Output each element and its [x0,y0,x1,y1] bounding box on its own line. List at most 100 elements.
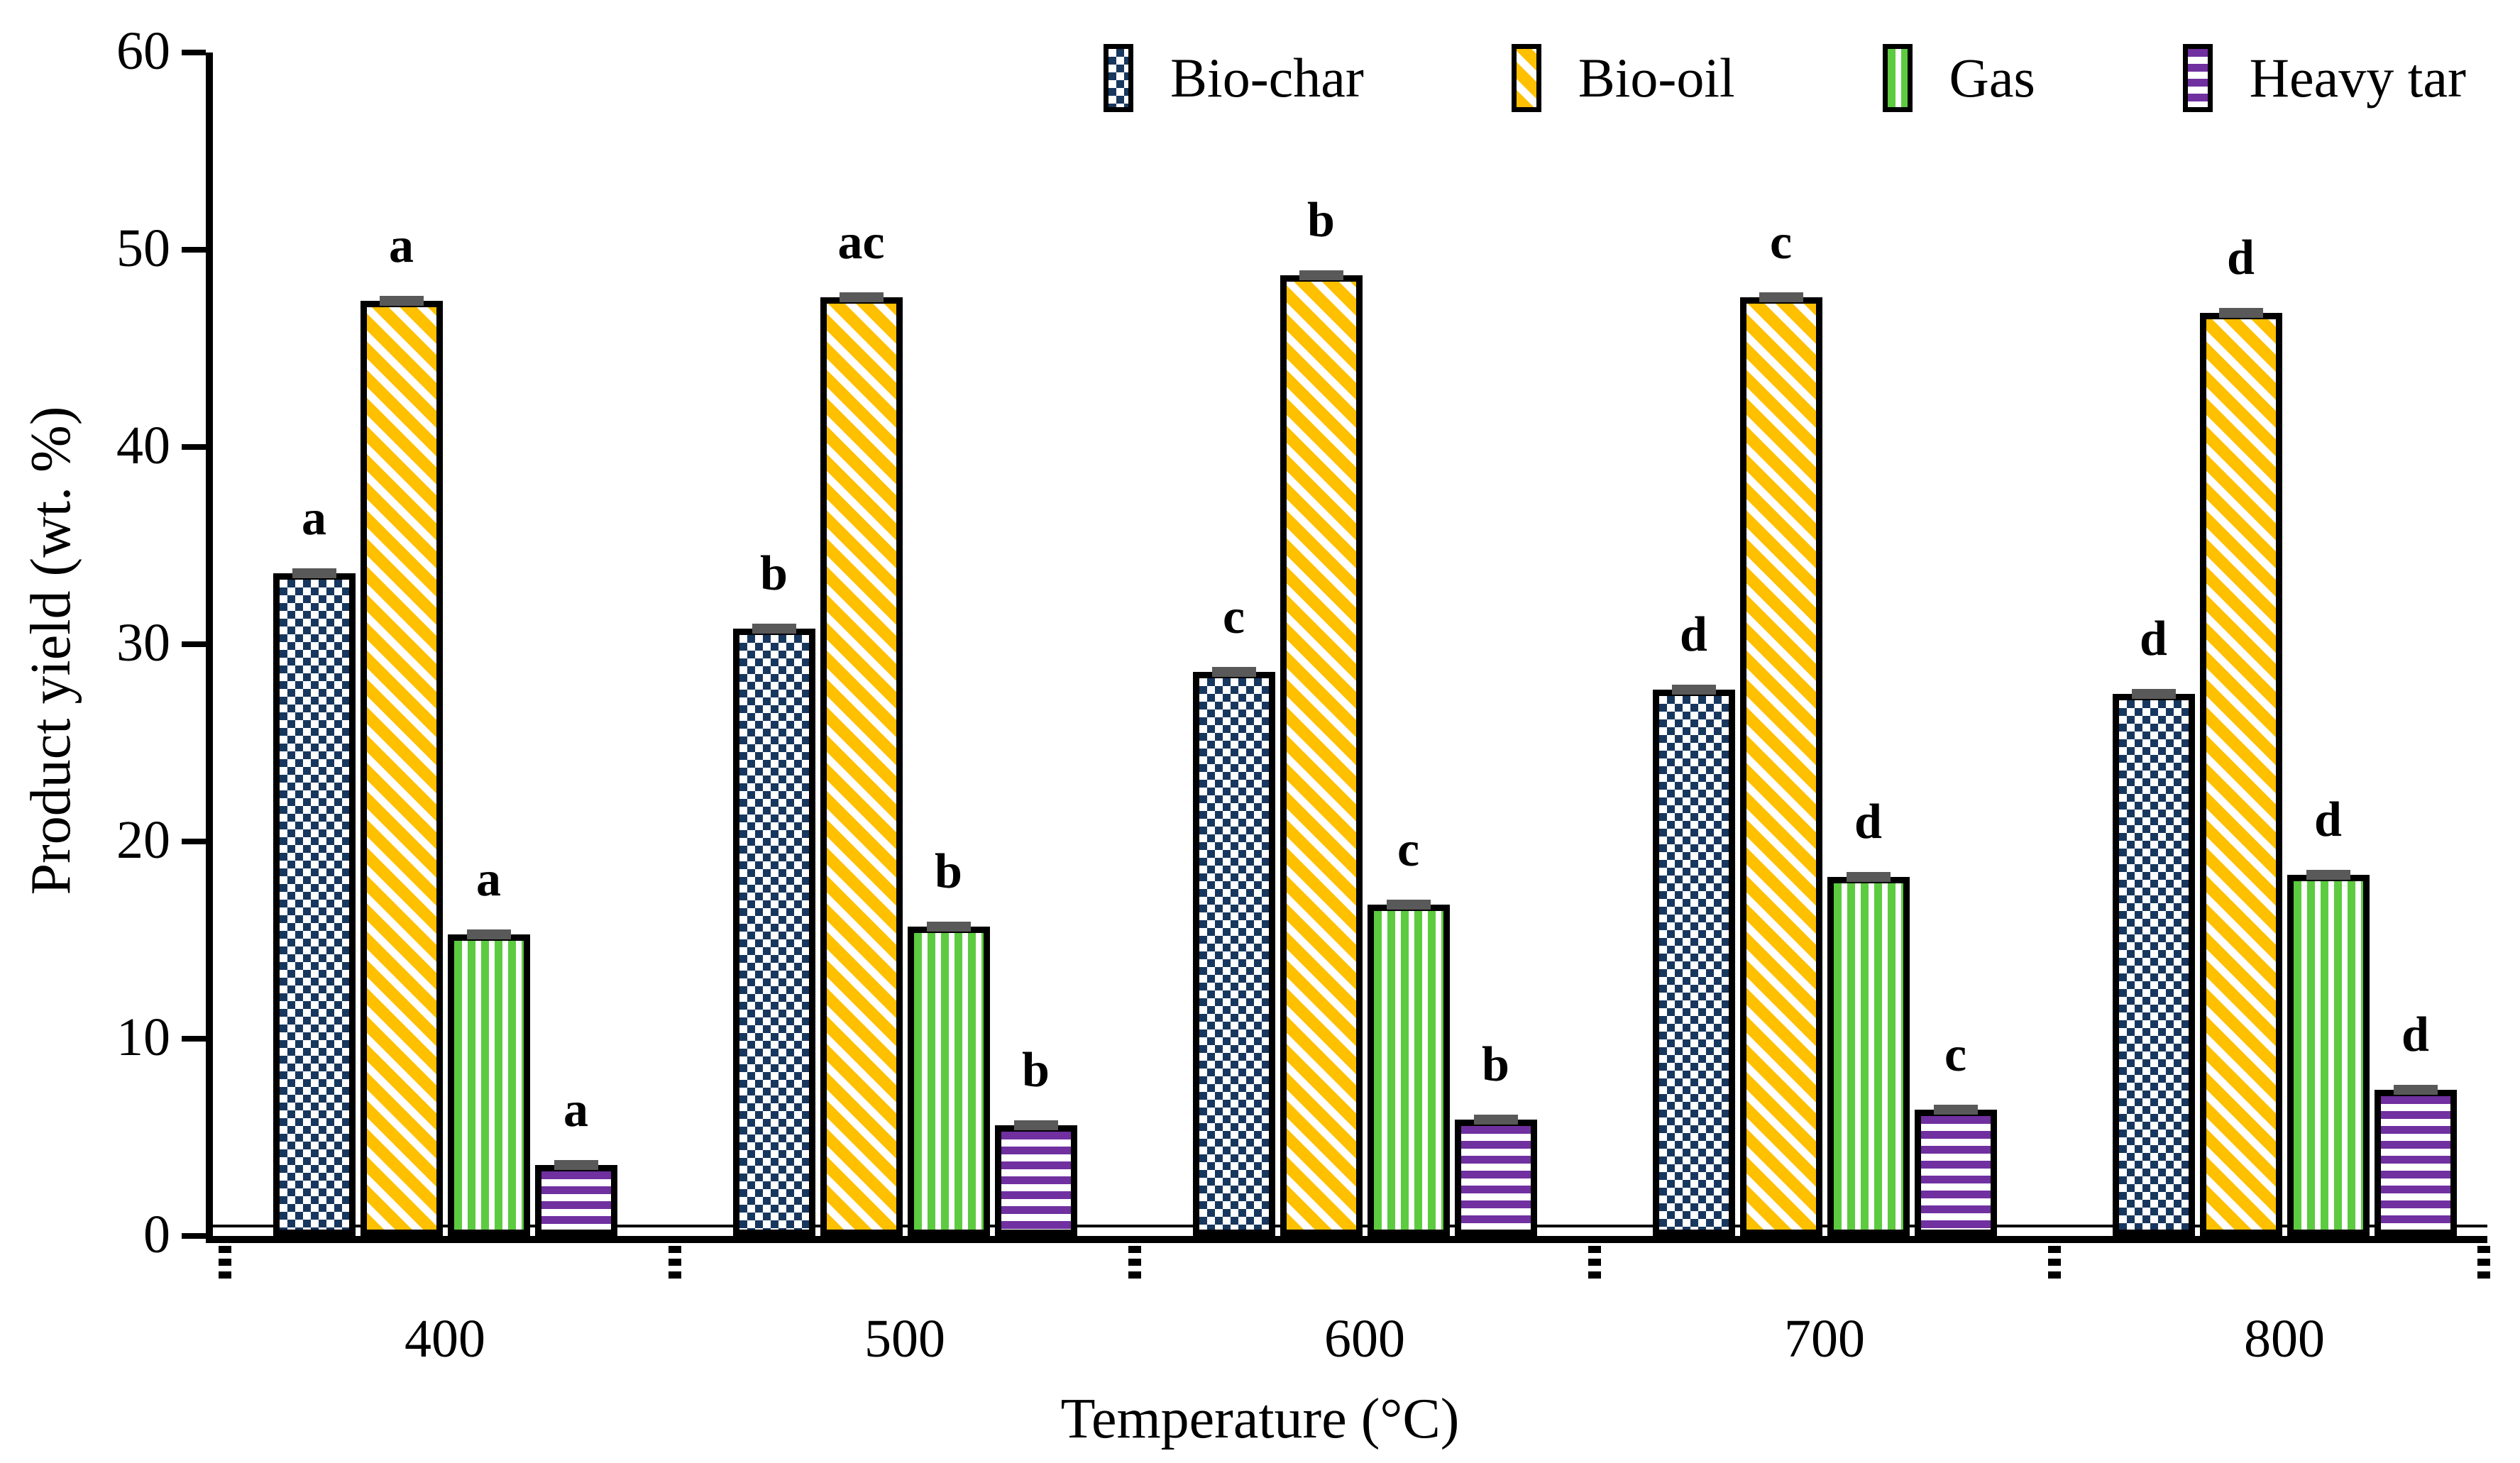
error-bar-cap [1473,1114,1518,1125]
bar-bio-oil-500 [820,297,903,1236]
significance-label: a [476,851,501,907]
y-axis-tick [182,50,206,55]
bar-gas-400 [447,934,530,1236]
axis-break-mark [1588,1259,1601,1266]
error-bar-cap [1013,1120,1058,1131]
y-axis-tick-label: 0 [143,1205,170,1264]
axis-break-mark [1128,1271,1141,1279]
x-axis-tick-label: 500 [864,1309,945,1369]
plot-area: 0 10 20 30 40 50 60 400 a a a a 500 b ac b b 600 c b c b 700 d c… [116,24,2490,1366]
x-axis-tick-label: 800 [2244,1309,2325,1369]
bar-heavy-tar-800 [2374,1090,2457,1236]
error-bar-cap [1671,684,1716,695]
y-axis-tick [182,839,206,844]
legend-item-heavy-tar: Heavy tar [2182,44,2466,112]
x-axis-baseline [206,1236,2487,1243]
error-bar-cap [839,292,884,302]
y-axis-tick [182,641,206,647]
bar-gas-700 [1827,877,1910,1236]
axis-break-mark [2477,1271,2490,1279]
y-axis-title: Product yield (wt. %) [20,406,82,895]
error-bar-cap [554,1159,598,1170]
bar-bio-oil-600 [1280,275,1363,1236]
significance-label: a [389,219,414,274]
error-bar-cap [1933,1105,1978,1115]
y-axis-line [206,53,213,1243]
bar-bio-oil-400 [360,301,443,1236]
error-bar-cap [926,921,971,932]
axis-break-mark [1588,1246,1601,1253]
axis-break-mark [1128,1246,1141,1253]
bar-bio-char-600 [1192,671,1275,1236]
bar-gas-600 [1367,904,1450,1236]
error-bar-cap [1759,292,1803,302]
error-bar-cap [1846,872,1891,883]
legend-swatch-icon [1511,44,1541,112]
y-axis-tick [182,1233,206,1239]
significance-label: a [563,1082,588,1137]
y-axis-tick [182,444,206,450]
significance-label: d [2140,611,2167,666]
axis-break-mark [219,1246,231,1253]
error-bar-cap [1386,899,1431,910]
axis-break-mark [668,1271,681,1279]
error-bar-cap [292,568,336,578]
error-bar-cap [466,929,511,939]
axis-break-mark [2477,1259,2490,1266]
legend-item-gas: Gas [1882,44,2035,112]
error-bar-cap [752,623,796,634]
significance-label: c [1769,214,1793,270]
axis-break-mark [1588,1271,1601,1279]
legend-swatch-icon [1882,44,1913,112]
significance-label: b [1022,1043,1050,1098]
y-axis-tick-label: 40 [116,416,170,475]
axis-break-mark [2048,1271,2061,1279]
bar-bio-oil-800 [2199,312,2282,1236]
significance-label: b [935,844,962,899]
legend-label: Bio-char [1170,47,1364,109]
bar-bio-char-500 [732,628,815,1236]
bar-gas-800 [2287,875,2370,1236]
significance-label: b [760,546,788,601]
bar-heavy-tar-700 [1914,1110,1997,1236]
x-axis-tick-label: 700 [1784,1309,1865,1369]
x-axis-tick-label: 400 [405,1309,485,1369]
bar-bio-char-700 [1652,689,1735,1236]
legend-swatch-icon [1104,44,1133,112]
significance-label: c [1397,822,1420,877]
bar-bio-char-800 [2112,693,2195,1236]
significance-label: d [1680,607,1707,662]
axis-break-mark [668,1246,681,1253]
axis-break-mark [219,1271,231,1279]
bar-heavy-tar-600 [1454,1119,1537,1236]
bar-bio-char-400 [273,573,356,1236]
legend-swatch-icon [2182,44,2213,112]
significance-label: d [1854,795,1882,850]
y-axis-tick [182,247,206,253]
error-bar-cap [1211,666,1256,677]
error-bar-cap [2131,688,2176,699]
significance-label: d [2401,1007,2429,1063]
significance-label: d [2314,793,2342,848]
significance-label: ac [837,214,885,270]
y-axis-tick-label: 20 [116,810,170,870]
legend-item-bio-char: Bio-char [1104,44,1364,112]
significance-label: b [1307,193,1335,248]
x-axis-title: Temperature (°C) [1060,1388,1460,1450]
y-axis-tick-label: 60 [116,21,170,81]
chart-legend: Bio-char Bio-oil Gas Heavy tar [1104,44,2466,112]
axis-break-mark [1128,1259,1141,1266]
axis-break-mark [2048,1259,2061,1266]
legend-label: Bio-oil [1578,47,1735,109]
y-axis-tick-label: 30 [116,613,170,673]
significance-label: c [1944,1027,1967,1083]
significance-label: b [1482,1037,1509,1092]
legend-label: Gas [1949,47,2035,109]
error-bar-cap [2393,1085,2438,1095]
axis-break-mark [668,1259,681,1266]
error-bar-cap [2306,870,2350,880]
error-bar-cap [2218,307,2263,318]
x-axis-tick-label: 600 [1324,1309,1405,1369]
bar-heavy-tar-400 [534,1164,617,1236]
